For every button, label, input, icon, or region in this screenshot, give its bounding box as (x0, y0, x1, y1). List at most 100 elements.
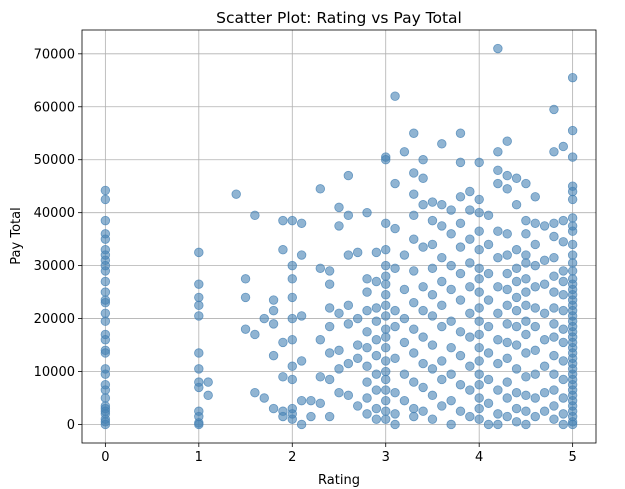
data-point (437, 401, 447, 411)
data-point (362, 207, 372, 218)
data-point (268, 319, 279, 329)
data-point (521, 215, 531, 226)
data-point (483, 321, 494, 332)
data-point (362, 287, 372, 297)
data-point (287, 215, 297, 226)
data-point (558, 393, 568, 403)
data-point (474, 157, 484, 168)
data-point (549, 104, 559, 115)
data-point (465, 282, 475, 292)
data-point (343, 170, 354, 181)
data-point (455, 128, 466, 138)
data-point (399, 395, 410, 406)
data-point (352, 353, 363, 363)
data-point (539, 406, 550, 416)
data-point (549, 332, 559, 342)
data-point (455, 406, 466, 416)
data-point (567, 239, 578, 250)
data-point (511, 305, 522, 316)
data-point (474, 274, 484, 284)
data-point (483, 374, 494, 385)
data-point (343, 390, 354, 401)
data-point (483, 268, 494, 279)
data-point (427, 263, 438, 273)
data-point (465, 186, 475, 197)
data-point (100, 393, 111, 403)
data-point (362, 274, 372, 284)
data-point (465, 258, 475, 268)
data-point (296, 311, 307, 321)
data-point (418, 173, 428, 183)
data-point (483, 295, 494, 305)
data-point (362, 377, 372, 387)
data-point (371, 247, 382, 258)
data-point (521, 300, 531, 311)
data-point (399, 147, 410, 157)
data-point (418, 358, 428, 369)
data-point (409, 348, 419, 358)
data-point (100, 215, 111, 226)
data-point (250, 329, 260, 340)
data-point (455, 380, 466, 390)
data-point (530, 303, 540, 313)
data-point (474, 369, 484, 379)
data-point (539, 221, 550, 231)
data-point (539, 308, 550, 318)
data-point (446, 369, 456, 379)
data-point (371, 414, 382, 424)
data-point (521, 348, 531, 358)
data-point (558, 409, 568, 419)
x-tick-label: 1 (195, 450, 203, 465)
data-point (100, 276, 111, 287)
data-point (465, 308, 475, 318)
data-point (278, 411, 288, 422)
data-point (194, 311, 204, 321)
data-point (287, 260, 297, 271)
data-point (567, 213, 578, 223)
data-point (334, 202, 344, 213)
data-point (549, 319, 559, 329)
data-point (399, 284, 410, 295)
data-point (558, 141, 568, 152)
data-point (100, 234, 111, 244)
data-point (493, 419, 503, 430)
data-point (558, 356, 568, 366)
data-point (511, 364, 522, 374)
data-point (511, 417, 522, 427)
x-tick-label: 5 (568, 450, 576, 465)
data-point (100, 266, 111, 276)
data-point (474, 414, 484, 424)
data-point (502, 411, 512, 422)
data-point (409, 403, 419, 414)
data-point (381, 395, 391, 406)
data-point (334, 364, 344, 374)
data-point (324, 279, 335, 289)
data-point (483, 348, 494, 358)
data-point (268, 350, 279, 361)
data-point (511, 276, 522, 287)
data-point (558, 374, 568, 385)
data-point (502, 353, 512, 363)
data-point (390, 409, 400, 419)
data-point (287, 274, 297, 284)
data-point (502, 170, 512, 181)
data-point (558, 215, 568, 226)
data-point (390, 91, 400, 101)
data-point (521, 390, 531, 401)
data-point (455, 218, 466, 228)
data-point (409, 128, 419, 138)
data-point (567, 72, 578, 83)
data-point (474, 380, 484, 390)
data-point (381, 260, 391, 271)
data-point (287, 374, 297, 385)
data-point (399, 337, 410, 348)
data-point (549, 303, 559, 313)
data-point (371, 350, 382, 361)
data-point (371, 316, 382, 326)
data-point (521, 406, 531, 416)
data-point (549, 147, 559, 157)
data-point (455, 327, 466, 337)
data-point (371, 385, 382, 395)
data-point (352, 247, 363, 258)
data-point (567, 194, 578, 205)
